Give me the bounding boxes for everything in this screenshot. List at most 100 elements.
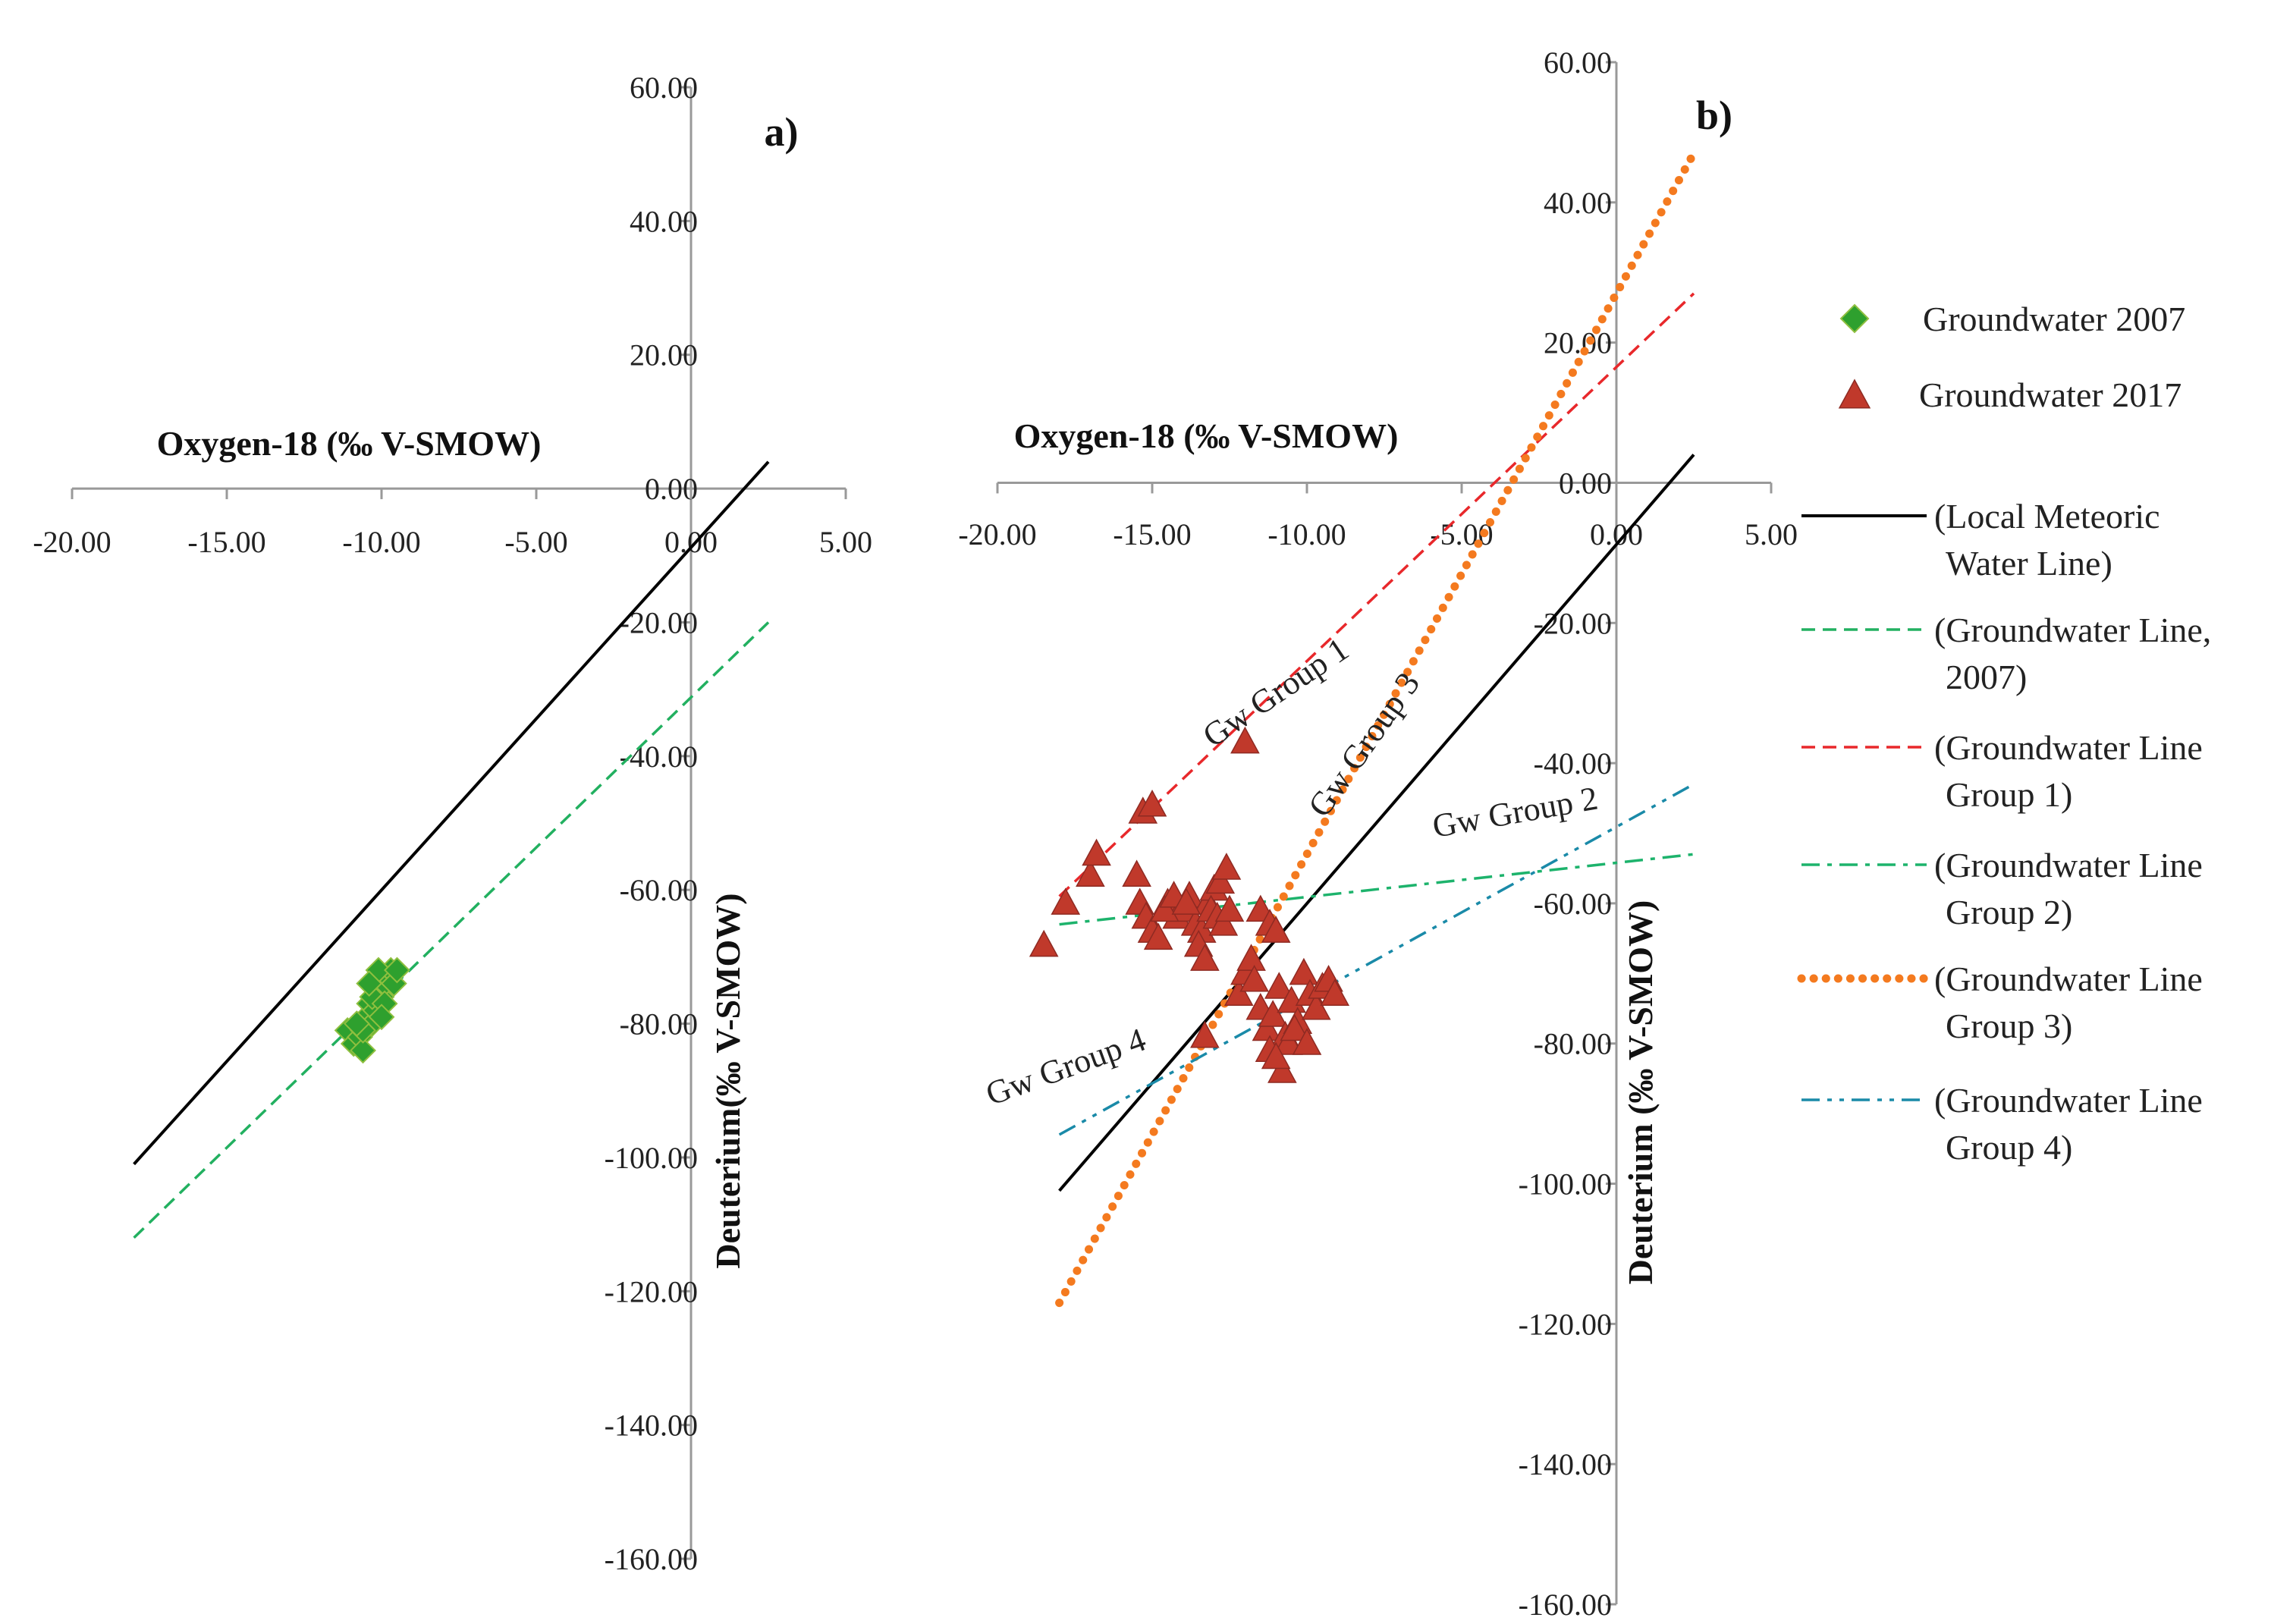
legend: Groundwater 2007 Groundwater 2017 (Local M… (1797, 300, 2211, 1167)
y-tick-label: -60.00 (620, 873, 698, 907)
groundwater-line-group-2-line (1059, 853, 1695, 926)
group-annotation: Gw Group 4 (981, 1021, 1150, 1113)
y-tick-label: -20.00 (620, 605, 698, 639)
y-tick-label: 0.00 (1559, 466, 1612, 500)
panel-a: 60.00 40.00 20.00 0.00 -20.00 -40.00 -60.00 -80… (33, 71, 872, 1576)
data-point-2017 (1137, 789, 1167, 817)
data-point-2017 (1076, 859, 1105, 887)
y-tick-label: 60.00 (630, 71, 698, 105)
data-point-2017 (1051, 887, 1081, 915)
data-point-2017 (1205, 866, 1236, 894)
y-tick-label: -120.00 (605, 1274, 698, 1308)
data-point-2017 (1252, 1013, 1282, 1041)
y-tick-label: -40.00 (620, 740, 698, 774)
legend-label: (Groundwater Line (1934, 728, 2203, 767)
y-tick-label: 40.00 (1544, 186, 1612, 220)
group-annotation: Gw Group 2 (1430, 779, 1600, 844)
legend-label-line2: Group 3) (1946, 1007, 2072, 1045)
x-tick-label: -15.00 (187, 525, 265, 559)
data-point-2017 (1150, 894, 1179, 922)
legend-label: (Groundwater Line (1934, 960, 2203, 998)
y-tick-label: 0.00 (645, 472, 698, 506)
legend-marker-diamond (1839, 303, 1870, 334)
data-point-2017 (1239, 964, 1269, 992)
data-point-2017 (1280, 1013, 1309, 1041)
data-point-2017 (1261, 916, 1291, 943)
panel-b: 60.00 40.00 20.00 0.00 -20.00 -40.00 -60.00 -80… (958, 46, 1798, 1622)
data-point-2007 (368, 1004, 395, 1031)
data-point-2017 (1236, 944, 1266, 971)
y-axis-title: Deuterium (‰ V-SMOW) (1621, 900, 1660, 1285)
data-point-2017 (1274, 1028, 1303, 1055)
data-point-2017 (1190, 1020, 1220, 1048)
y-tick-label: -120.00 (1519, 1307, 1612, 1341)
data-point-2017 (1190, 944, 1220, 971)
y-tick-label: -140.00 (1519, 1447, 1612, 1481)
data-point-2017 (1301, 992, 1331, 1020)
panel-label: a) (765, 109, 799, 155)
data-point-2007 (383, 956, 410, 984)
y-tick-label: 40.00 (630, 204, 698, 238)
x-tick-label: 5.00 (819, 525, 872, 559)
y-tick-label: 60.00 (1544, 46, 1612, 80)
data-point-2017 (1029, 929, 1059, 957)
groundwater-line-group-1-line (1058, 292, 1695, 897)
y-tick-label: -20.00 (1534, 606, 1612, 640)
y-tick-label: -160.00 (1519, 1588, 1612, 1622)
data-point-2017 (1143, 922, 1173, 950)
x-axis-title: Oxygen-18 (‰ V-SMOW) (157, 424, 542, 463)
y-tick-label: -60.00 (1534, 887, 1612, 921)
legend-label-line2: Group 4) (1946, 1128, 2072, 1167)
data-point-2017 (1171, 887, 1201, 915)
data-point-2017 (1289, 957, 1319, 985)
legend-label-line2: 2007) (1946, 658, 2027, 696)
data-point-2017 (1223, 978, 1254, 1007)
x-tick-label: -10.00 (342, 525, 420, 559)
x-tick-label: -15.00 (1113, 517, 1191, 551)
y-axis-title: Deuterium(‰ V-SMOW) (708, 893, 747, 1268)
data-point-2017 (1267, 1056, 1297, 1083)
data-point-2017 (1214, 894, 1245, 922)
legend-label-line2: Water Line) (1946, 544, 2112, 583)
data-point-2007 (350, 1037, 376, 1064)
local-meteoric-water-line-line (133, 460, 770, 1166)
panel-label: b) (1696, 93, 1732, 138)
data-point-2017 (1320, 978, 1350, 1007)
x-tick-label: 5.00 (1745, 517, 1798, 551)
group-annotation: Gw Group 1 (1196, 630, 1355, 755)
data-point-2007 (343, 1010, 370, 1037)
x-tick-label: -20.00 (958, 517, 1036, 551)
y-tick-label: -100.00 (605, 1141, 698, 1175)
legend-label-line2: Group 2) (1946, 893, 2072, 931)
y-tick-label: -100.00 (1519, 1167, 1612, 1202)
legend-marker-triangle (1838, 379, 1871, 409)
legend-label: Groundwater 2007 (1923, 300, 2185, 338)
local-meteoric-water-line-line (1058, 454, 1695, 1192)
x-axis-title: Oxygen-18 (‰ V-SMOW) (1014, 416, 1399, 455)
data-point-2017 (1122, 859, 1151, 887)
data-point-2017 (1211, 853, 1242, 880)
data-point-2017 (1258, 1000, 1288, 1027)
data-point-2017 (1261, 1041, 1291, 1070)
data-point-2017 (1292, 1028, 1322, 1055)
y-tick-label: -140.00 (605, 1409, 698, 1443)
y-tick-label: -160.00 (605, 1542, 698, 1576)
y-tick-label: 20.00 (630, 338, 698, 372)
legend-label-line2: Group 1) (1946, 775, 2072, 814)
data-point-2017 (1082, 838, 1111, 866)
data-point-2017 (1264, 972, 1294, 999)
y-tick-label: 20.00 (1544, 326, 1612, 360)
data-point-2017 (1230, 726, 1260, 754)
data-point-2017 (1277, 985, 1306, 1013)
group-annotation: Gw Group 3 (1301, 666, 1427, 824)
y-tick-label: -80.00 (1534, 1027, 1612, 1061)
x-tick-label: -10.00 (1267, 517, 1346, 551)
legend-label: (Local Meteoric (1934, 497, 2160, 536)
data-point-2017 (1208, 909, 1239, 936)
x-tick-label: -5.00 (504, 525, 567, 559)
legend-label: (Groundwater Line (1934, 846, 2203, 884)
legend-label: (Groundwater Line, (1934, 611, 2211, 649)
y-tick-label: -80.00 (620, 1007, 698, 1041)
data-point-2007 (356, 970, 383, 997)
